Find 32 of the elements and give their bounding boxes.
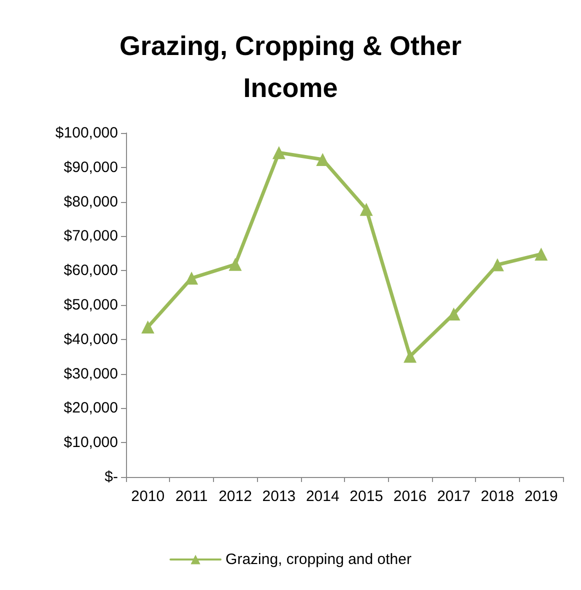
point <box>360 202 373 216</box>
x-tick-label: 2012 <box>218 488 252 505</box>
x-tick-label: 2015 <box>350 488 384 505</box>
point <box>141 320 154 334</box>
point <box>490 258 504 272</box>
x-tick-label: 2011 <box>175 488 208 505</box>
x-tick-label: 2014 <box>306 488 340 505</box>
point <box>272 146 286 160</box>
y-tick-label: $50,000 <box>64 296 118 314</box>
y-tick-label: $30,000 <box>64 365 118 382</box>
y-tick-label: $- <box>104 468 118 486</box>
point <box>228 258 242 271</box>
x-tick-label: 2016 <box>393 488 427 505</box>
y-tick-label: $10,000 <box>64 434 118 452</box>
point <box>534 248 548 261</box>
x-tick-label: 2017 <box>437 488 470 505</box>
y-tick-label: $100,000 <box>55 124 118 142</box>
x-tick-label: 2019 <box>524 488 558 505</box>
y-tick-label: $40,000 <box>64 330 118 348</box>
point <box>404 350 417 363</box>
x-tick-label: 2010 <box>131 488 165 505</box>
legend-label: Grazing, cropping and other <box>226 551 412 568</box>
x-tick-label: 2018 <box>480 488 514 505</box>
y-tick-label: $90,000 <box>64 158 118 176</box>
y-tick-label: $70,000 <box>64 228 118 245</box>
x-tick-label: 2013 <box>262 488 296 505</box>
chart-title: Grazing, Cropping & Other Income <box>120 31 462 103</box>
point <box>185 272 198 285</box>
y-tick-label: $20,000 <box>64 400 118 417</box>
point <box>316 152 330 166</box>
y-tick-label: $80,000 <box>64 193 118 210</box>
y-tick-label: $60,000 <box>64 262 118 280</box>
